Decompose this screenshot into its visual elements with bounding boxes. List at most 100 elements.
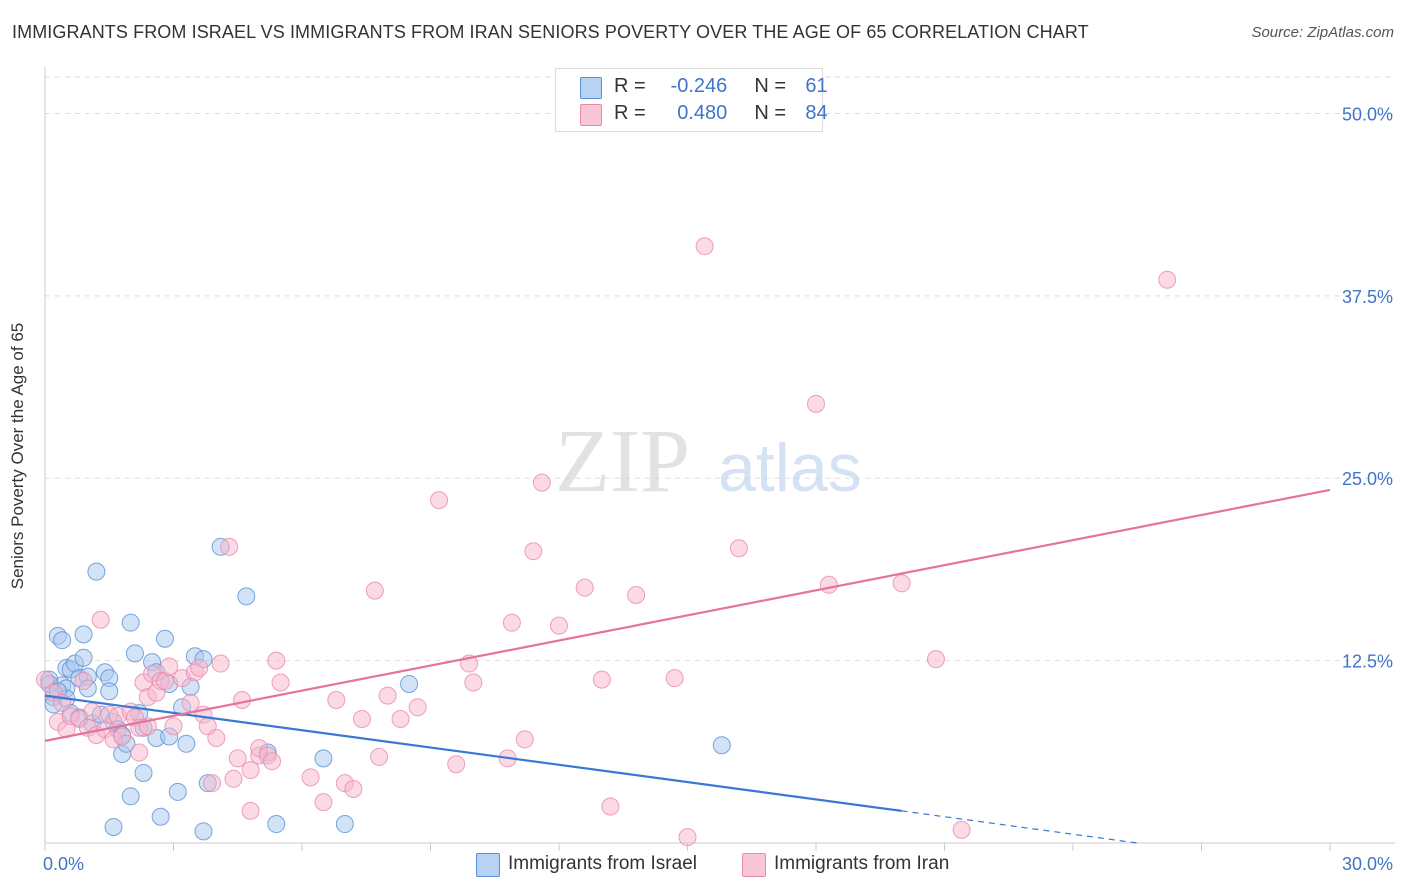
iran-point-65 xyxy=(464,673,483,692)
iran-point-40 xyxy=(224,769,243,788)
iran-point-57 xyxy=(365,581,384,600)
y-tick-label-0: 12.5% xyxy=(1342,652,1393,672)
iran-point-58 xyxy=(370,747,389,766)
iran-point-9 xyxy=(83,702,102,721)
iran-n-value: 84 xyxy=(805,102,828,124)
iran-point-55 xyxy=(344,780,363,799)
israel-swatch xyxy=(580,77,602,99)
iran-point-79 xyxy=(729,539,748,558)
israel-r-value: -0.246 xyxy=(670,75,728,97)
iran-r-label: R = xyxy=(614,102,646,124)
iran-point-41 xyxy=(228,749,247,768)
y-tick-label-3: 50.0% xyxy=(1342,104,1393,124)
iran-point-83 xyxy=(926,650,945,669)
israel-point-23 xyxy=(100,682,119,701)
israel-point-30 xyxy=(121,787,140,806)
iran-point-71 xyxy=(550,616,568,635)
iran-point-61 xyxy=(408,698,427,717)
iran-point-77 xyxy=(678,828,697,847)
israel-point-35 xyxy=(134,763,153,782)
x-tick-label-min: 0.0% xyxy=(43,854,84,874)
iran-point-11 xyxy=(91,610,110,629)
iran-point-75 xyxy=(627,585,646,604)
iran-point-56 xyxy=(352,709,371,728)
iran-point-44 xyxy=(241,801,260,820)
israel-point-48 xyxy=(194,822,213,841)
israel-trend-extension xyxy=(901,810,1138,844)
israel-point-58 xyxy=(712,736,731,755)
iran-point-80 xyxy=(807,394,825,413)
iran-swatch xyxy=(580,104,602,126)
israel-point-14 xyxy=(74,648,93,667)
israel-point-25 xyxy=(104,817,123,836)
iran-point-85 xyxy=(1158,270,1177,289)
axes xyxy=(44,67,1395,851)
israel-point-31 xyxy=(121,613,140,632)
israel-point-39 xyxy=(151,807,170,826)
iran-point-7 xyxy=(74,672,93,691)
iran-point-53 xyxy=(327,691,346,710)
gridlines xyxy=(45,76,1395,662)
iran-trend-line xyxy=(44,488,1331,742)
iran-point-38 xyxy=(211,654,230,673)
legend-israel-label: Immigrants from Israel xyxy=(508,853,697,874)
iran-point-60 xyxy=(391,709,410,728)
iran-point-39 xyxy=(220,537,239,556)
iran-point-43 xyxy=(241,761,260,780)
legend-iran-swatch xyxy=(742,853,766,877)
israel-point-32 xyxy=(125,644,144,663)
israel-point-52 xyxy=(237,587,256,606)
correlation-legend: R = -0.246 N = 61 R = 0.480 N = 84 xyxy=(555,68,828,132)
watermark-atlas: atlas xyxy=(718,430,862,506)
iran-point-42 xyxy=(233,691,252,710)
iran-point-49 xyxy=(267,651,286,670)
israel-point-54 xyxy=(267,815,286,834)
israel-point-4 xyxy=(53,631,72,650)
iran-point-70 xyxy=(532,473,551,492)
source-label: Source: ZipAtlas.com xyxy=(1251,24,1394,41)
iran-point-78 xyxy=(695,237,714,256)
iran-point-37 xyxy=(207,728,226,747)
iran-point-73 xyxy=(592,670,611,689)
israel-point-15 xyxy=(74,625,93,644)
iran-point-0 xyxy=(36,670,54,689)
iran-point-29 xyxy=(164,717,183,736)
iran-point-84 xyxy=(952,820,971,839)
iran-point-74 xyxy=(601,797,620,816)
israel-point-19 xyxy=(87,562,106,581)
iran-point-76 xyxy=(665,669,684,688)
iran-point-33 xyxy=(190,658,209,677)
israel-n-label: N = xyxy=(754,75,787,97)
iran-point-48 xyxy=(263,752,282,771)
israel-point-57 xyxy=(400,674,419,693)
iran-point-63 xyxy=(447,755,466,774)
iran-point-52 xyxy=(314,793,333,812)
israel-trend-line xyxy=(44,694,902,812)
iran-point-16 xyxy=(113,727,132,746)
israel-n-value: 61 xyxy=(805,75,828,97)
iran-point-67 xyxy=(502,613,521,632)
legend-israel-swatch xyxy=(476,853,500,877)
iran-r-value: 0.480 xyxy=(677,102,728,124)
iran-point-68 xyxy=(515,730,534,749)
iran-point-59 xyxy=(378,686,397,705)
iran-n-label: N = xyxy=(754,102,787,124)
iran-point-51 xyxy=(301,768,320,787)
iran-point-20 xyxy=(130,743,149,762)
iran-point-62 xyxy=(430,491,449,510)
iran-point-69 xyxy=(524,542,543,561)
iran-point-82 xyxy=(892,574,911,593)
iran-point-36 xyxy=(203,774,222,793)
legend-iran-label: Immigrants from Iran xyxy=(774,853,950,874)
israel-point-55 xyxy=(314,749,333,768)
trend-lines xyxy=(44,488,1331,844)
y-tick-label-1: 25.0% xyxy=(1342,469,1393,489)
israel-point-45 xyxy=(177,734,196,753)
iran-point-28 xyxy=(160,657,179,676)
watermark-zip: ZIP xyxy=(555,412,690,511)
israel-r-label: R = xyxy=(614,75,646,97)
iran-point-81 xyxy=(819,575,838,594)
x-tick-label-max: 30.0% xyxy=(1342,854,1393,874)
israel-point-56 xyxy=(335,815,354,834)
